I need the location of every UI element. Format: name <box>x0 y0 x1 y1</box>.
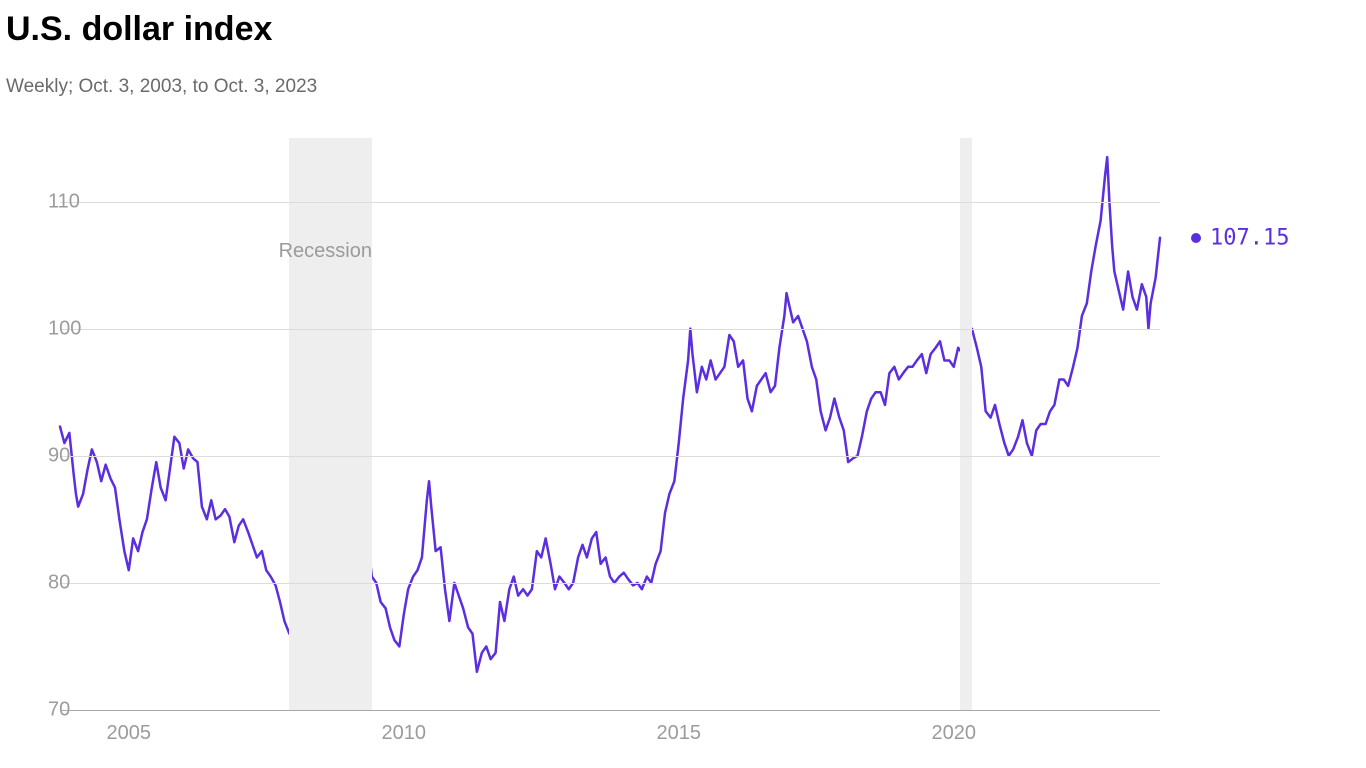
data-line <box>60 138 1160 710</box>
y-gridline <box>60 583 1160 584</box>
x-tick-label: 2015 <box>657 722 702 745</box>
chart-title: U.S. dollar index <box>6 10 272 49</box>
series-line <box>60 157 1160 691</box>
recession-label: Recession <box>279 240 372 263</box>
end-marker-dot <box>1191 233 1201 243</box>
end-value-label: 107.15 <box>1210 225 1289 250</box>
chart-subtitle: Weekly; Oct. 3, 2003, to Oct. 3, 2023 <box>6 76 317 98</box>
y-gridline <box>60 202 1160 203</box>
y-gridline <box>60 456 1160 457</box>
x-tick-label: 2020 <box>932 722 977 745</box>
chart-plot-area: Recession7080901001102005201020152020107… <box>60 138 1160 710</box>
x-tick-label: 2005 <box>107 722 152 745</box>
y-gridline <box>60 329 1160 330</box>
recession-band <box>960 138 972 710</box>
recession-band <box>289 138 372 710</box>
x-tick-label: 2010 <box>382 722 427 745</box>
x-axis-line <box>60 710 1160 711</box>
